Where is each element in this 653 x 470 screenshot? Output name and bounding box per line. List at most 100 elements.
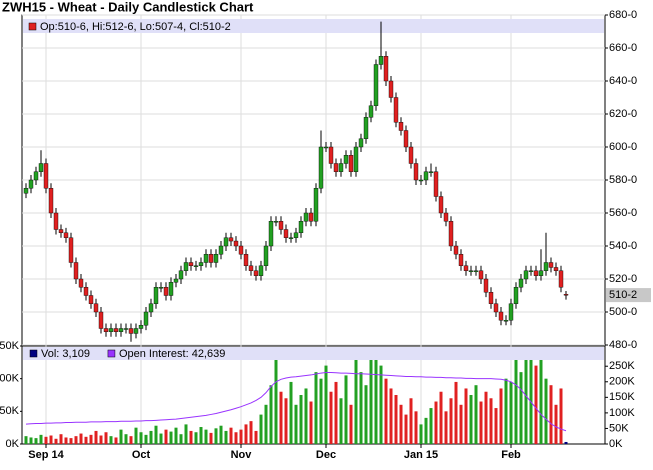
volume-bar — [24, 436, 28, 444]
candle-body — [498, 311, 504, 321]
candle-body — [363, 117, 369, 139]
volume-bar — [164, 429, 168, 444]
candle-body — [178, 270, 184, 280]
volume-bar — [309, 401, 313, 444]
candle-body — [533, 270, 539, 276]
y2-tick-label: 250K — [609, 360, 635, 372]
volume-bar — [219, 425, 223, 444]
volume-bar — [214, 428, 218, 444]
volume-bar — [354, 359, 358, 444]
candle-body — [558, 270, 564, 288]
candle-body — [373, 64, 379, 106]
candle-body — [73, 262, 79, 280]
volume-bar — [534, 365, 538, 444]
candle-body — [563, 294, 569, 296]
volume-bar — [484, 391, 488, 444]
volume-bar — [154, 425, 158, 444]
volume-bar — [384, 378, 388, 444]
y-tick-label: 660-0 — [609, 42, 637, 54]
candle-body — [403, 130, 409, 148]
candle-body — [478, 270, 484, 280]
candle-body — [293, 232, 299, 238]
legend-swatch — [107, 349, 116, 358]
volume-bar — [399, 404, 403, 444]
candle-body — [488, 292, 494, 304]
candle-body — [143, 311, 149, 326]
volume-bar — [299, 395, 303, 444]
volume-bar — [54, 438, 58, 444]
candle-body — [128, 328, 134, 334]
volume-bar — [529, 355, 533, 444]
candle-body — [538, 270, 544, 276]
candle-body — [78, 278, 84, 288]
candle-body — [288, 237, 294, 239]
candle-body — [423, 171, 429, 181]
last-price-label: 510-2 — [609, 289, 637, 301]
volume-bar — [234, 432, 238, 444]
candle-body — [213, 254, 219, 263]
candle-body — [328, 146, 334, 164]
candle-body — [383, 56, 389, 82]
volume-bar — [464, 388, 468, 444]
candle-body — [248, 265, 254, 271]
y-tick-label: 620-0 — [609, 108, 637, 120]
legend-label: Vol: 3,109 — [41, 348, 90, 360]
volume-bar — [459, 404, 463, 444]
volume-bar — [549, 385, 553, 444]
candle-body — [303, 212, 309, 222]
candle-body — [148, 303, 154, 313]
volume-bar — [124, 434, 128, 444]
volume-bar — [229, 427, 233, 444]
candle-body — [83, 287, 89, 296]
x-tick-label: Feb — [501, 449, 521, 461]
candle-body — [358, 138, 364, 148]
volume-bar — [129, 436, 133, 444]
volume-bar — [554, 404, 558, 444]
candle-body — [333, 163, 339, 172]
y2-tick-label: 50K — [609, 422, 629, 434]
volume-bar — [179, 434, 183, 444]
candle-body — [153, 287, 159, 304]
volume-bar — [329, 391, 333, 444]
candle-body — [53, 212, 59, 230]
volume-bar — [414, 411, 418, 444]
volume-bar — [429, 408, 433, 444]
volume-bar — [559, 388, 563, 444]
candle-body — [343, 155, 349, 164]
y2-tick-label: 200K — [609, 376, 635, 388]
y-tick-label: 500-0 — [609, 306, 637, 318]
volume-bar — [539, 359, 543, 444]
volume-bar — [279, 391, 283, 444]
candle-body — [413, 163, 419, 181]
volume-bar — [144, 434, 148, 444]
legend-swatch — [29, 349, 38, 358]
volume-bar — [489, 398, 493, 444]
volume-bar — [374, 349, 378, 444]
volume-bar — [349, 404, 353, 444]
candle-body — [278, 221, 284, 230]
y-tick-label: 480-0 — [609, 339, 637, 351]
info-bar — [23, 19, 604, 33]
candle-body — [398, 122, 404, 131]
chart-title: ZWH15 - Wheat - Daily Candlestick Chart — [2, 0, 254, 14]
info-swatch — [28, 22, 37, 31]
volume-bar — [449, 398, 453, 444]
candle-body — [418, 179, 424, 182]
volume-bar — [264, 404, 268, 444]
candle-body — [138, 325, 144, 329]
candle-body — [448, 221, 454, 247]
volume-bar — [79, 433, 83, 444]
candle-body — [218, 245, 224, 255]
volume-bar — [249, 421, 253, 444]
candle-body — [203, 254, 209, 263]
x-tick-label: Oct — [132, 449, 151, 461]
candle-body — [528, 270, 534, 272]
volume-bar — [389, 388, 393, 444]
candle-body — [243, 254, 249, 267]
volume-bar — [39, 434, 43, 444]
candle-body — [433, 171, 439, 197]
candle-body — [63, 232, 69, 238]
candle-body — [133, 328, 139, 334]
candle-body — [283, 229, 289, 238]
y-tick-label: 560-0 — [609, 207, 637, 219]
